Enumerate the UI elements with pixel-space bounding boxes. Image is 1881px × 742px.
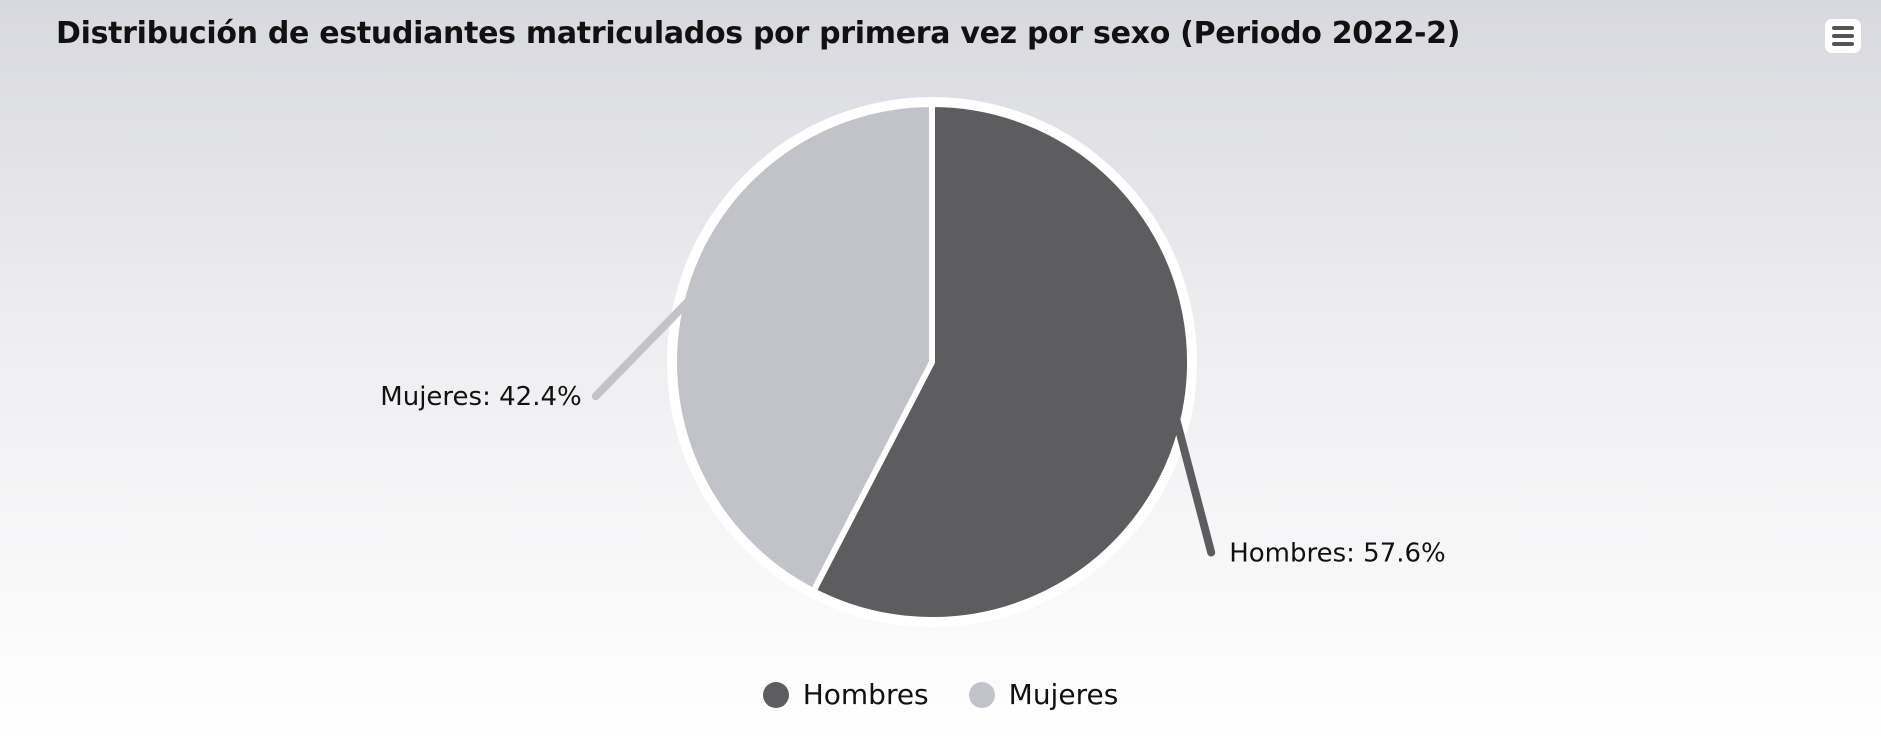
legend-symbol-hombres [762,681,789,708]
pie-slice-mujeres[interactable] [671,101,935,595]
legend-label-hombres: Hombres [802,678,929,711]
chart-title: Distribución de estudiantes matriculados… [56,16,1461,51]
hamburger-menu-icon-bar [1832,34,1854,38]
connector-hombres [1172,417,1216,557]
legend-symbol-mujeres [968,681,995,708]
data-label-mujeres: Mujeres: 42.4% [380,382,581,412]
data-label-hombres: Hombres: 57.6% [1229,539,1446,569]
hamburger-menu-icon-bar [1832,26,1854,30]
hamburger-menu-icon-bar [1832,42,1854,46]
legend-item-mujeres[interactable]: Mujeres [968,678,1119,711]
legend-label-mujeres: Mujeres [1008,678,1119,711]
chart-legend: Hombres Mujeres [0,678,1881,711]
chart-menu-button[interactable] [1825,19,1861,53]
legend-item-hombres[interactable]: Hombres [762,678,929,711]
pie-slice-hombres[interactable] [810,101,1193,623]
connector-mujeres [591,298,692,401]
